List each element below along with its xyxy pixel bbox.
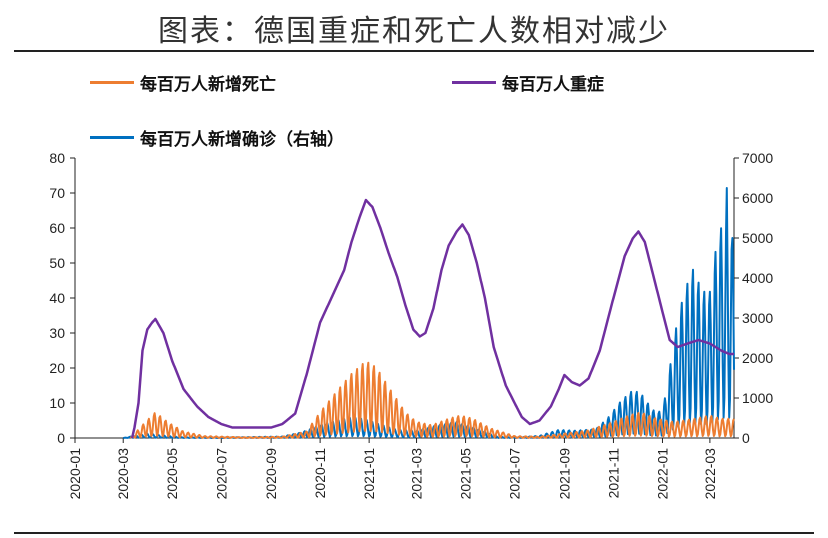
x-tick-label: 2020-11 — [312, 448, 328, 499]
x-tick-label: 2021-05 — [458, 448, 474, 500]
y-left-tick-label: 30 — [49, 325, 65, 341]
x-tick-label: 2021-03 — [409, 448, 425, 500]
x-tick-label: 2021-09 — [556, 448, 572, 500]
y-right-tick-label: 3000 — [742, 310, 773, 326]
series-deaths-line — [129, 361, 735, 439]
y-left-tick-label: 10 — [49, 395, 65, 411]
y-left-tick-label: 50 — [49, 255, 65, 271]
y-left-tick-label: 70 — [49, 185, 65, 201]
legend-swatch-icu — [452, 80, 496, 84]
y-left-tick-label: 40 — [49, 290, 65, 306]
x-tick-label: 2020-05 — [164, 448, 180, 500]
y-right-tick-label: 2000 — [742, 350, 773, 366]
x-tick-label: 2020-03 — [115, 448, 131, 500]
series-cases-line — [123, 187, 735, 439]
legend-item-deaths: 每百万人新增死亡 — [90, 70, 276, 95]
bottom-divider — [14, 532, 814, 534]
x-tick-label: 2020-09 — [263, 448, 279, 500]
x-tick-label: 2022-03 — [702, 448, 718, 500]
x-tick-label: 2022-01 — [654, 448, 670, 500]
y-right-tick-label: 5000 — [742, 230, 773, 246]
title-divider — [14, 50, 814, 52]
y-left-tick-label: 20 — [49, 360, 65, 376]
x-tick-label: 2021-07 — [507, 448, 523, 500]
y-right-tick-label: 0 — [742, 430, 750, 446]
legend-item-icu: 每百万人重症 — [452, 70, 604, 95]
legend-label-cases: 每百万人新增确诊（右轴） — [140, 129, 344, 150]
x-tick-label: 2020-01 — [67, 448, 83, 500]
legend-label-deaths: 每百万人新增死亡 — [140, 74, 276, 95]
legend-swatch-deaths — [90, 80, 134, 84]
series-icu-line — [130, 198, 735, 439]
legend-swatch-cases — [90, 135, 134, 139]
y-right-tick-label: 7000 — [742, 150, 773, 166]
y-left-tick-label: 0 — [57, 430, 65, 446]
y-left-tick-label: 60 — [49, 220, 65, 236]
x-tick-label: 2020-07 — [213, 448, 229, 500]
x-tick-label: 2021-01 — [361, 448, 377, 500]
legend-label-icu: 每百万人重症 — [502, 74, 604, 95]
y-right-tick-label: 4000 — [742, 270, 773, 286]
x-tick-label: 2021-11 — [605, 448, 621, 499]
y-right-tick-label: 1000 — [742, 390, 773, 406]
legend-item-cases: 每百万人新增确诊（右轴） — [90, 125, 344, 150]
y-left-tick-label: 80 — [49, 150, 65, 166]
y-right-tick-label: 6000 — [742, 190, 773, 206]
chart-title: 图表：德国重症和死亡人数相对减少 — [158, 14, 670, 49]
